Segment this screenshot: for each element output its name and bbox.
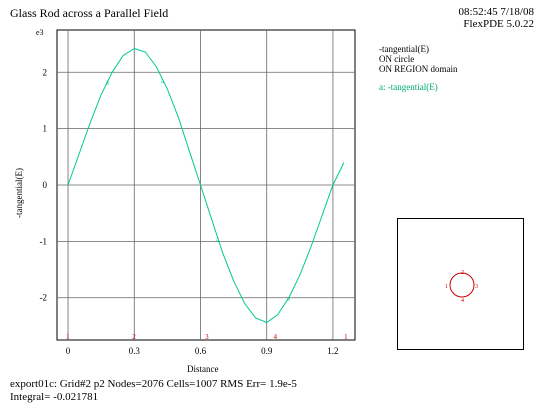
time-date: 08:52:45 7/18/08: [458, 6, 534, 18]
y-tick-label: 2: [43, 67, 48, 77]
y-tick-label: 0: [43, 180, 48, 190]
domain-inset-svg: 1 2 3 4: [445, 270, 478, 304]
x-tick-label: 1.2: [327, 346, 338, 356]
legend-series-entry: a: -tangential(E): [379, 82, 438, 92]
region-marker: 1: [66, 333, 70, 341]
series-curve-label: a: [216, 236, 220, 244]
chart-title: Glass Rod across a Parallel Field: [10, 6, 169, 20]
region-marker: 3: [205, 333, 209, 341]
y-tick-label: 1: [43, 124, 48, 134]
series-curve-label: a: [106, 78, 110, 86]
y-tick-label: -1: [40, 236, 48, 246]
legend-line-1: -tangential(E): [379, 44, 429, 54]
series-line: [67, 48, 345, 324]
x-tick-label: 0.9: [261, 346, 273, 356]
software-version: FlexPDE 5.0.22: [463, 18, 534, 30]
timestamp-block: 08:52:45 7/18/08 FlexPDE 5.0.22: [459, 6, 534, 30]
x-tick-label: 0: [66, 346, 71, 356]
footer-block: export01c: Grid#2 p2 Nodes=2076 Cells=10…: [10, 378, 297, 404]
series-curve-label: a: [287, 295, 291, 303]
region-marker: 4: [274, 333, 278, 341]
x-tick-label: 0.6: [195, 346, 207, 356]
x-axis-label: Distance: [187, 364, 219, 374]
legend-line-2: ON circle: [379, 54, 415, 64]
y-tick-label: -2: [40, 293, 48, 303]
legend-block: -tangential(E) ON circle ON REGION domai…: [379, 44, 458, 74]
x-tick-label: 0.3: [129, 346, 141, 356]
legend-line-3: ON REGION domain: [379, 64, 458, 74]
inset-marker-label: 2: [461, 270, 464, 276]
y-exponent-label: e3: [36, 28, 44, 37]
region-marker: 1: [344, 333, 348, 341]
region-marker: 2: [132, 333, 136, 341]
inset-marker-label: 3: [475, 284, 478, 290]
inset-marker-label: 1: [445, 284, 448, 290]
series-curve-label: a: [161, 77, 165, 85]
footer-line-2: Integral= -0.021781: [10, 391, 99, 403]
inset-marker-label: 4: [461, 298, 464, 304]
footer-line-1: export01c: Grid#2 p2 Nodes=2076 Cells=10…: [10, 378, 297, 390]
domain-inset: 1 2 3 4: [397, 218, 524, 350]
inset-circle: [449, 272, 475, 298]
